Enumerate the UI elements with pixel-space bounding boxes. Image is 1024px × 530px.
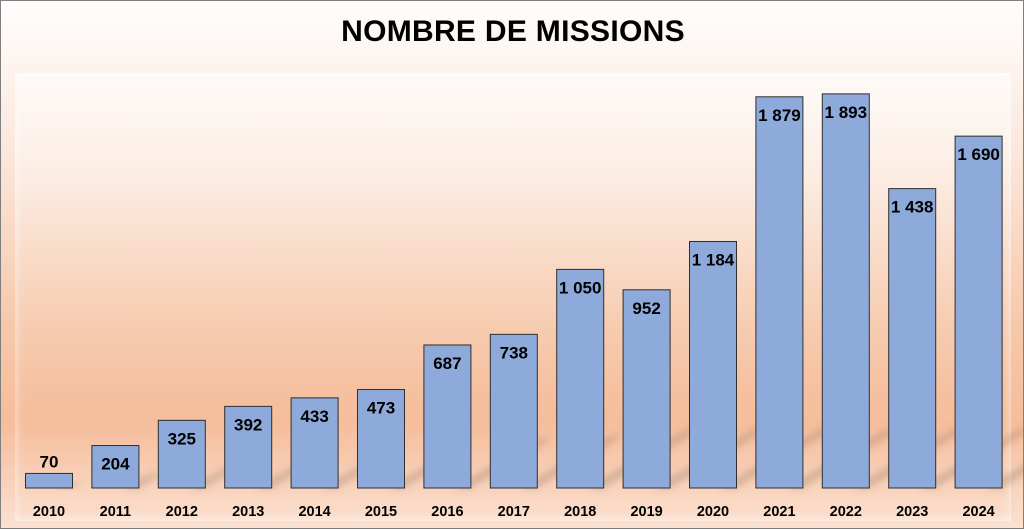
x-tick-label-2015: 2015 bbox=[365, 504, 397, 520]
x-tick-label-2022: 2022 bbox=[830, 504, 862, 520]
bar-2020 bbox=[690, 241, 737, 488]
x-tick-label-2016: 2016 bbox=[431, 504, 463, 520]
value-label-2019: 952 bbox=[632, 299, 660, 318]
bar-2022 bbox=[822, 94, 869, 488]
value-label-2020: 1 184 bbox=[692, 250, 735, 269]
bar-2019 bbox=[623, 290, 670, 488]
bar-2018 bbox=[557, 269, 604, 488]
value-label-2017: 738 bbox=[500, 343, 528, 362]
value-label-2014: 433 bbox=[300, 407, 328, 426]
value-label-2022: 1 893 bbox=[825, 103, 868, 122]
value-label-2015: 473 bbox=[367, 399, 395, 418]
value-label-2023: 1 438 bbox=[891, 198, 934, 217]
x-axis-tick-labels: 2010 2011 2012 2013 2014 2015 2016 2017 2018 2019… bbox=[33, 504, 995, 520]
x-tick-label-2020: 2020 bbox=[697, 504, 729, 520]
x-tick-label-2018: 2018 bbox=[564, 504, 596, 520]
value-label-2011: 204 bbox=[101, 455, 130, 474]
x-tick-label-2012: 2012 bbox=[166, 504, 198, 520]
x-tick-label-2024: 2024 bbox=[962, 504, 994, 520]
value-label-2018: 1 050 bbox=[559, 278, 602, 297]
value-label-2024: 1 690 bbox=[957, 145, 1000, 164]
x-tick-label-2011: 2011 bbox=[100, 504, 131, 520]
value-label-2021: 1 879 bbox=[758, 106, 801, 125]
x-tick-label-2010: 2010 bbox=[33, 504, 65, 520]
value-label-2016: 687 bbox=[433, 354, 461, 373]
value-label-2013: 392 bbox=[234, 415, 262, 434]
x-tick-label-2023: 2023 bbox=[896, 504, 928, 520]
x-tick-label-2021: 2021 bbox=[763, 504, 795, 520]
bar-2021 bbox=[756, 97, 803, 488]
x-tick-label-2014: 2014 bbox=[298, 504, 330, 520]
x-tick-label-2017: 2017 bbox=[498, 504, 530, 520]
bar-2023 bbox=[889, 189, 936, 488]
bar-2024 bbox=[955, 136, 1002, 488]
x-tick-label-2013: 2013 bbox=[232, 504, 264, 520]
x-tick-label-2019: 2019 bbox=[630, 504, 662, 520]
value-label-2012: 325 bbox=[168, 429, 196, 448]
value-label-2010: 70 bbox=[40, 452, 59, 471]
bar-2010 bbox=[26, 473, 73, 488]
